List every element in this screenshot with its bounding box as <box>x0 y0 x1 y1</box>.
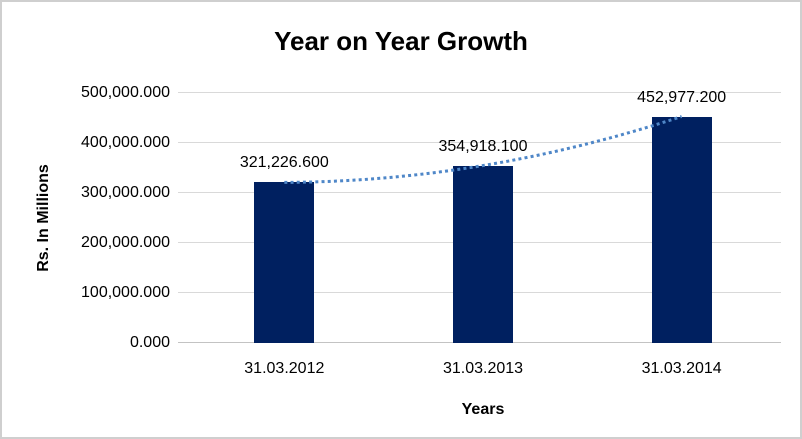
x-axis-tick-label: 31.03.2012 <box>244 360 325 377</box>
bar-31.03.2013 <box>453 165 513 343</box>
bar-31.03.2012 <box>254 182 315 343</box>
gridline <box>178 92 781 93</box>
y-axis-tick-label: 0.000 <box>129 334 170 351</box>
y-axis-tick-label: 200,000.000 <box>81 234 170 251</box>
y-axis-tick-label: 100,000.000 <box>81 284 170 301</box>
y-axis-tick-label: 300,000.000 <box>81 184 170 201</box>
x-axis-tick-label: 31.03.2014 <box>641 360 722 377</box>
data-label: 354,918.100 <box>438 137 528 155</box>
bar-31.03.2014 <box>651 116 712 343</box>
data-label: 321,226.600 <box>239 154 329 172</box>
x-axis-title: Years <box>461 401 505 418</box>
data-label: 452,977.200 <box>637 88 727 106</box>
y-axis-title: Rs. In Millions <box>35 164 52 272</box>
y-axis-tick-label: 500,000.000 <box>81 84 170 101</box>
x-axis-tick-label: 31.03.2013 <box>442 360 524 377</box>
y-axis-tick-label: 400,000.000 <box>81 134 170 151</box>
chart-title: Year on Year Growth <box>274 26 528 56</box>
